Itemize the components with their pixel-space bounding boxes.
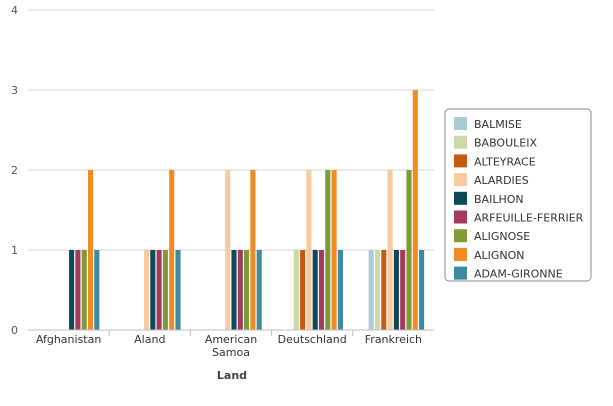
legend-label: ALIGNOSE [474,230,530,243]
y-tick-label: 1 [11,244,18,257]
legend-label: ADAM-GIRONNE [474,268,563,281]
bar-arfeuille-ferrier[interactable] [237,250,243,330]
bar-alignose[interactable] [244,250,250,330]
legend-label: BAILHON [474,193,524,206]
bar-alignon[interactable] [250,170,256,330]
y-tick-label: 2 [11,164,18,177]
bar-bailhon[interactable] [150,250,156,330]
legend-swatch [454,191,467,205]
y-tick-label: 0 [11,324,18,337]
bar-bailhon[interactable] [312,250,318,330]
y-tick-label: 4 [11,4,18,17]
legend-swatch [454,135,467,149]
bar-alignon[interactable] [87,170,94,330]
bar-arfeuille-ferrier[interactable] [400,250,406,330]
bar-alardies[interactable] [306,170,312,330]
bar-alignose[interactable] [406,170,412,330]
bar-adam-gironne[interactable] [256,250,262,330]
bar-arfeuille-ferrier[interactable] [156,250,162,330]
legend-swatch [454,247,467,261]
bar-alteyrace[interactable] [381,250,387,330]
bar-alignon[interactable] [169,170,175,330]
bar-bailhon[interactable] [231,250,237,330]
legend-item[interactable]: ARFEUILLE-FERRIER [454,210,584,225]
legend-item[interactable]: BABOULEIX [454,135,537,150]
bar-adam-gironne[interactable] [94,250,100,330]
x-tick-label: Afghanistan [36,333,102,346]
legend-item[interactable]: ALIGNON [454,247,525,262]
bar-alignose[interactable] [81,250,87,330]
legend-item[interactable]: ADAM-GIRONNE [454,266,563,281]
x-axis-label: Land [217,369,247,382]
x-tick-label: Frankreich [365,333,422,346]
y-tick-label: 3 [11,84,18,97]
bar-alignose[interactable] [162,250,168,330]
legend-swatch [454,229,467,243]
legend-swatch [454,173,467,187]
bar-alardies[interactable] [387,170,393,330]
legend-item[interactable]: ALTEYRACE [454,154,536,168]
legend-swatch [454,154,467,168]
bar-babouleix[interactable] [293,250,299,330]
bar-alignon[interactable] [331,170,337,330]
legend-swatch [454,210,467,224]
bar-adam-gironne[interactable] [419,250,425,330]
legend-label: ALIGNON [474,249,525,262]
bar-balmise[interactable] [368,250,374,330]
bar-bailhon[interactable] [69,250,75,330]
x-tick-label: Samoa [212,346,250,359]
legend-label: ALARDIES [474,174,529,187]
legend-item[interactable]: ALARDIES [454,173,529,187]
bar-alardies[interactable] [143,250,150,330]
legend-item[interactable]: BALMISE [454,117,522,131]
bar-alignon[interactable] [412,90,418,330]
x-tick-label: Aland [134,333,165,346]
legend-item[interactable]: BAILHON [454,191,524,206]
x-tick-label: American [205,333,257,346]
bar-bailhon[interactable] [393,250,399,330]
bar-alardies[interactable] [225,170,231,330]
legend-label: ARFEUILLE-FERRIER [474,212,584,225]
bar-alteyrace[interactable] [300,250,306,330]
bar-adam-gironne[interactable] [337,250,343,330]
y-axis-ticks: 0 1 2 3 4 [11,4,18,337]
legend-label: BABOULEIX [474,137,537,150]
gridlines [28,9,434,251]
legend-item[interactable]: ALIGNOSE [454,229,530,243]
bar-babouleix[interactable] [374,250,381,330]
bar-arfeuille-ferrier[interactable] [318,250,325,330]
legend-label: BALMISE [474,118,522,131]
bar-adam-gironne[interactable] [175,250,181,330]
bar-alignose[interactable] [325,170,331,330]
legend-box [444,108,592,282]
bar-arfeuille-ferrier[interactable] [75,250,81,330]
legend-swatch [454,266,467,280]
legend-swatch [454,117,467,130]
legend[interactable]: BALMISE BABOULEIX ALTEYRACE ALARDIES BAILHON… [444,108,592,282]
x-tick-label: Deutschland [278,333,347,346]
legend-label: ALTEYRACE [474,155,536,168]
bars [69,90,425,330]
x-axis [28,329,434,336]
